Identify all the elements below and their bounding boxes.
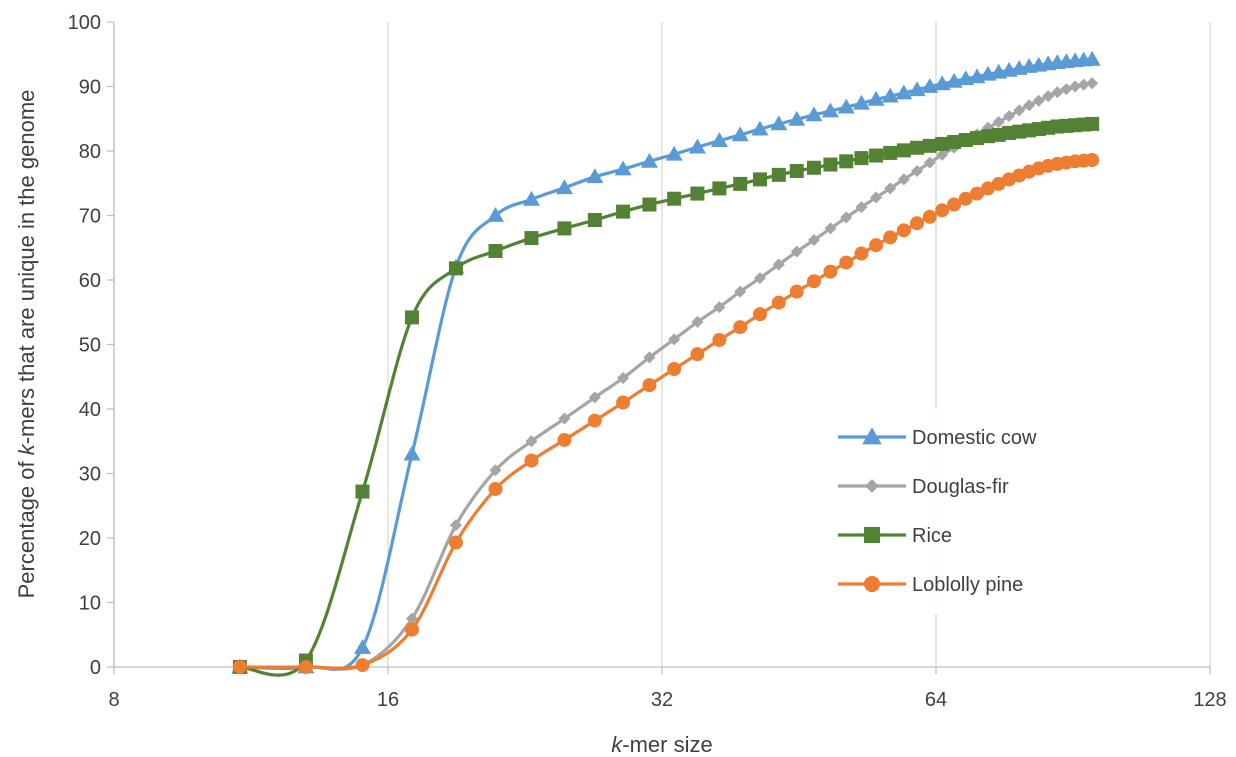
y-tick-label: 90 — [79, 77, 101, 99]
data-point — [233, 660, 247, 674]
data-point — [588, 213, 602, 227]
data-point — [753, 307, 767, 321]
legend-label: Douglas-fir — [912, 476, 1009, 498]
data-point — [935, 203, 949, 217]
data-point — [772, 296, 786, 310]
data-point — [883, 146, 897, 160]
data-point — [449, 261, 463, 275]
data-point — [642, 378, 656, 392]
data-point — [807, 161, 821, 175]
data-point — [733, 320, 747, 334]
data-point — [488, 482, 502, 496]
y-tick-label: 70 — [79, 206, 101, 228]
data-point — [883, 230, 897, 244]
data-point — [1069, 81, 1081, 93]
x-axis-title: k-mer size — [611, 732, 712, 757]
data-point — [354, 639, 371, 654]
y-tick-label: 30 — [79, 464, 101, 486]
data-point — [823, 158, 837, 172]
data-point — [854, 247, 868, 261]
data-point — [557, 221, 571, 235]
data-point — [839, 154, 853, 168]
data-point — [616, 396, 630, 410]
data-point — [355, 485, 369, 499]
data-point — [897, 143, 911, 157]
data-point — [1086, 77, 1098, 89]
data-point — [807, 274, 821, 288]
y-tick-label: 20 — [79, 528, 101, 550]
data-point — [869, 149, 883, 163]
y-tick-label: 50 — [79, 335, 101, 357]
data-point — [449, 536, 463, 550]
x-axis-title-rest: -mer size — [622, 732, 712, 757]
y-tick-label: 40 — [79, 399, 101, 421]
data-point — [690, 347, 704, 361]
data-point — [405, 310, 419, 324]
data-point — [823, 265, 837, 279]
data-point — [772, 168, 786, 182]
data-point — [753, 172, 767, 186]
y-axis-title: Percentage of k-mers that are unique in … — [14, 90, 39, 599]
y-tick-label: 0 — [90, 657, 101, 679]
legend-marker — [864, 527, 880, 543]
data-point — [790, 164, 804, 178]
data-point — [839, 256, 853, 270]
data-point — [524, 231, 538, 245]
legend-label: Domestic cow — [912, 427, 1037, 449]
y-axis-title-pre: Percentage of — [14, 455, 39, 598]
data-point — [1085, 117, 1099, 131]
data-point — [557, 433, 571, 447]
x-tick-label: 8 — [108, 689, 119, 711]
legend-label: Rice — [912, 525, 952, 547]
x-tick-label: 16 — [377, 689, 399, 711]
data-point — [897, 223, 911, 237]
data-point — [488, 244, 502, 258]
x-tick-label: 128 — [1193, 689, 1226, 711]
data-point — [712, 181, 726, 195]
data-point — [616, 205, 630, 219]
y-tick-label: 60 — [79, 270, 101, 292]
y-axis-title-post: -mers that are unique in the genome — [14, 90, 39, 445]
data-point — [910, 141, 924, 155]
data-point — [299, 660, 313, 674]
legend-marker — [864, 576, 880, 592]
data-point — [403, 446, 420, 461]
data-point — [910, 216, 924, 230]
data-point — [524, 454, 538, 468]
x-tick-label: 64 — [925, 689, 947, 711]
data-point — [923, 210, 937, 224]
data-point — [854, 151, 868, 165]
legend: Domestic cow Douglas-fir Rice Loblolly pine — [765, 408, 1145, 614]
y-tick-label: 10 — [79, 593, 101, 615]
data-point — [405, 623, 419, 637]
data-point — [1085, 153, 1099, 167]
data-point — [667, 362, 681, 376]
data-point — [935, 137, 949, 151]
y-tick-label: 100 — [68, 12, 101, 34]
data-point — [667, 192, 681, 206]
data-point — [923, 139, 937, 153]
data-point — [690, 187, 704, 201]
x-tick-label: 32 — [651, 689, 673, 711]
legend-label: Loblolly pine — [912, 574, 1023, 596]
y-tick-label: 80 — [79, 141, 101, 163]
data-point — [712, 333, 726, 347]
data-point — [642, 198, 656, 212]
data-point — [790, 285, 804, 299]
data-point — [733, 177, 747, 191]
data-point — [355, 658, 369, 672]
data-point — [869, 238, 883, 252]
data-point — [588, 414, 602, 428]
